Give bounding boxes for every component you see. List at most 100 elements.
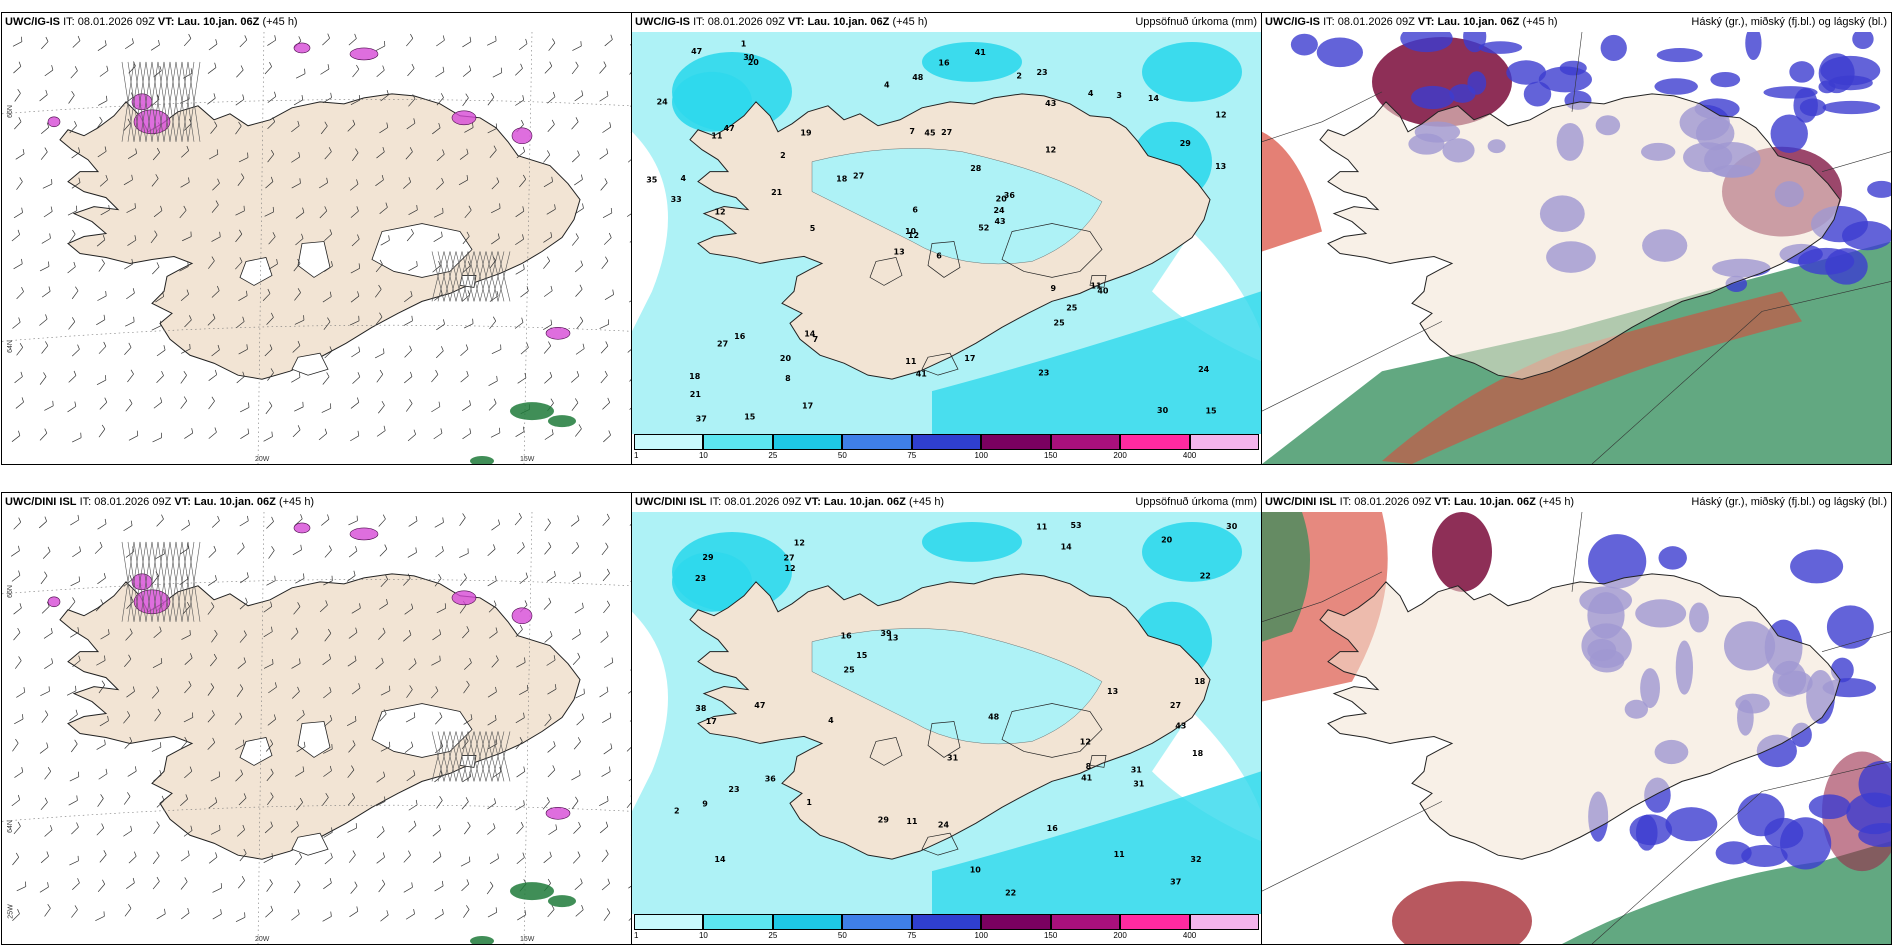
precip-value-label: 16	[1047, 824, 1059, 833]
colorbar-tick-label: 1	[634, 451, 639, 460]
colorbar-tick-label: 50	[837, 451, 847, 460]
precip-value-label: 27	[1170, 701, 1181, 710]
colorbar-tick-label: 75	[907, 931, 917, 940]
colorbar-tick-label: 100	[974, 451, 988, 460]
convective-cells	[47, 42, 571, 340]
colorbar-swatch	[634, 914, 704, 930]
precip-value-label: 11	[1036, 523, 1047, 532]
precip-value-label: 11	[1090, 282, 1101, 291]
precip-value-label: 12	[784, 564, 795, 573]
map-panel-dini-precip: UWC/DINI ISL IT: 08.01.2026 09Z VT: Lau.…	[631, 492, 1262, 945]
region-boundaries	[1262, 512, 1891, 944]
panel-header: UWC/IG-IS IT: 08.01.2026 09Z VT: Lau. 10…	[632, 13, 1261, 32]
precip-value-label: 45	[924, 128, 935, 137]
glacier-outline	[291, 352, 329, 376]
precip-value-label: 12	[1045, 145, 1056, 154]
precip-value-label: 2	[674, 807, 680, 816]
map-panel-igis-cloud: UWC/IG-IS IT: 08.01.2026 09Z VT: Lau. 10…	[1261, 12, 1892, 465]
precip-value-label: 21	[771, 188, 782, 197]
lat-label: 66N	[6, 585, 14, 598]
lon-label: 15W	[520, 456, 535, 463]
precip-value-label: 41	[916, 370, 927, 379]
colorbar-swatch	[634, 434, 704, 450]
precip-value-label: 22	[1005, 889, 1016, 898]
colorbar-tick-label: 150	[1043, 931, 1058, 940]
precip-value-label: 38	[695, 704, 707, 713]
precip-value-label: 37	[696, 414, 707, 423]
precip-value-label: 29	[702, 553, 714, 562]
precip-value-label: 36	[765, 774, 777, 783]
cloud-map	[1262, 512, 1891, 944]
colorbar-tick-label: 50	[837, 931, 847, 940]
precip-value-label: 52	[978, 224, 989, 233]
precip-value-label: 37	[1170, 878, 1181, 887]
precip-value-label: 15	[744, 413, 755, 422]
precip-value-label: 28	[970, 164, 982, 173]
precip-value-label: 17	[964, 354, 975, 363]
precip-value-label: 53	[1070, 521, 1081, 530]
precip-value-label: 20	[996, 195, 1008, 204]
region-boundaries	[1262, 32, 1891, 464]
coastline	[59, 573, 581, 860]
snow-hatch	[121, 61, 511, 302]
colorbar-tick-label: 75	[907, 451, 917, 460]
precip-value-label: 7	[813, 335, 819, 344]
precip-value-label: 23	[695, 574, 706, 583]
colorbar-tick-label: 10	[698, 451, 708, 460]
lon-label: 15W	[520, 936, 535, 943]
precip-value-label: 18	[836, 174, 848, 183]
precip-value-label: 1	[741, 39, 747, 48]
lon-label: 25W	[7, 904, 15, 919]
lat-lon-grid	[2, 512, 631, 944]
precip-value-label: 47	[724, 124, 735, 133]
precip-value-label: 15	[856, 651, 867, 660]
precip-value-label: 25	[1066, 303, 1077, 312]
colorbar-swatch	[1189, 914, 1259, 930]
precip-value-label: 40	[1097, 286, 1109, 295]
colorbar-swatch	[703, 914, 773, 930]
convective-cells	[47, 522, 571, 820]
precip-value-label: 12	[1215, 111, 1226, 120]
precip-value-label: 25	[1054, 318, 1065, 327]
precip-value-label: 1	[806, 798, 812, 807]
wind-barb-map	[2, 512, 631, 944]
glacier-outline	[297, 241, 331, 278]
glacier-outline	[921, 352, 959, 376]
precip-value-label: 9	[1051, 284, 1057, 293]
precip-value-label: 24	[993, 206, 1005, 215]
precip-value-label: 5	[810, 224, 816, 233]
lat-lon-grid	[2, 32, 631, 464]
panel-field-title: Uppsöfnuð úrkoma (mm)	[1135, 16, 1257, 28]
precip-value-label: 2	[780, 151, 786, 160]
precip-value-label: 4	[884, 80, 890, 89]
lat-label: 64N	[6, 340, 14, 353]
colorbar-tick-label: 200	[1113, 451, 1127, 460]
precip-value-label: 29	[1180, 139, 1192, 148]
precip-value-label: 11	[905, 357, 916, 366]
panel-field-title: Háský (gr.), miðský (fj.bl.) og lágský (…	[1691, 16, 1887, 28]
precip-value-label: 21	[690, 390, 701, 399]
snow-hatch	[121, 541, 511, 782]
precip-value-label: 41	[975, 48, 986, 57]
precip-value-label: 31	[1131, 766, 1142, 775]
precip-value-label: 43	[1175, 721, 1186, 730]
precip-value-label: 14	[1061, 543, 1073, 552]
glacier-outline	[869, 257, 903, 286]
wind-barb-map-icon	[2, 32, 631, 464]
precip-value-label: 14	[1148, 94, 1160, 103]
glacier-outline	[1001, 703, 1103, 758]
precip-patches	[470, 882, 576, 944]
precip-value-label: 22	[1200, 571, 1211, 580]
precip-value-label: 39	[880, 629, 892, 638]
colorbar-tick-label: 25	[768, 931, 778, 940]
precip-map: 6 11 12 18 20 7 23 27 43 52 20 15 12 12 13 12 15 7 28 16 27 2…	[632, 32, 1261, 434]
glacier-outline	[869, 737, 903, 766]
panel-header: UWC/IG-IS IT: 08.01.2026 09Z VT: Lau. 10…	[1262, 13, 1891, 32]
colorbar-swatch	[911, 434, 982, 450]
colorbar-swatch	[703, 434, 773, 450]
precip-value-label: 11	[906, 817, 917, 826]
colorbar-tick-label: 150	[1043, 451, 1058, 460]
cloud-map-icon	[1262, 512, 1891, 944]
colorbar-swatch	[981, 434, 1051, 450]
colorbar-swatch	[981, 914, 1051, 930]
